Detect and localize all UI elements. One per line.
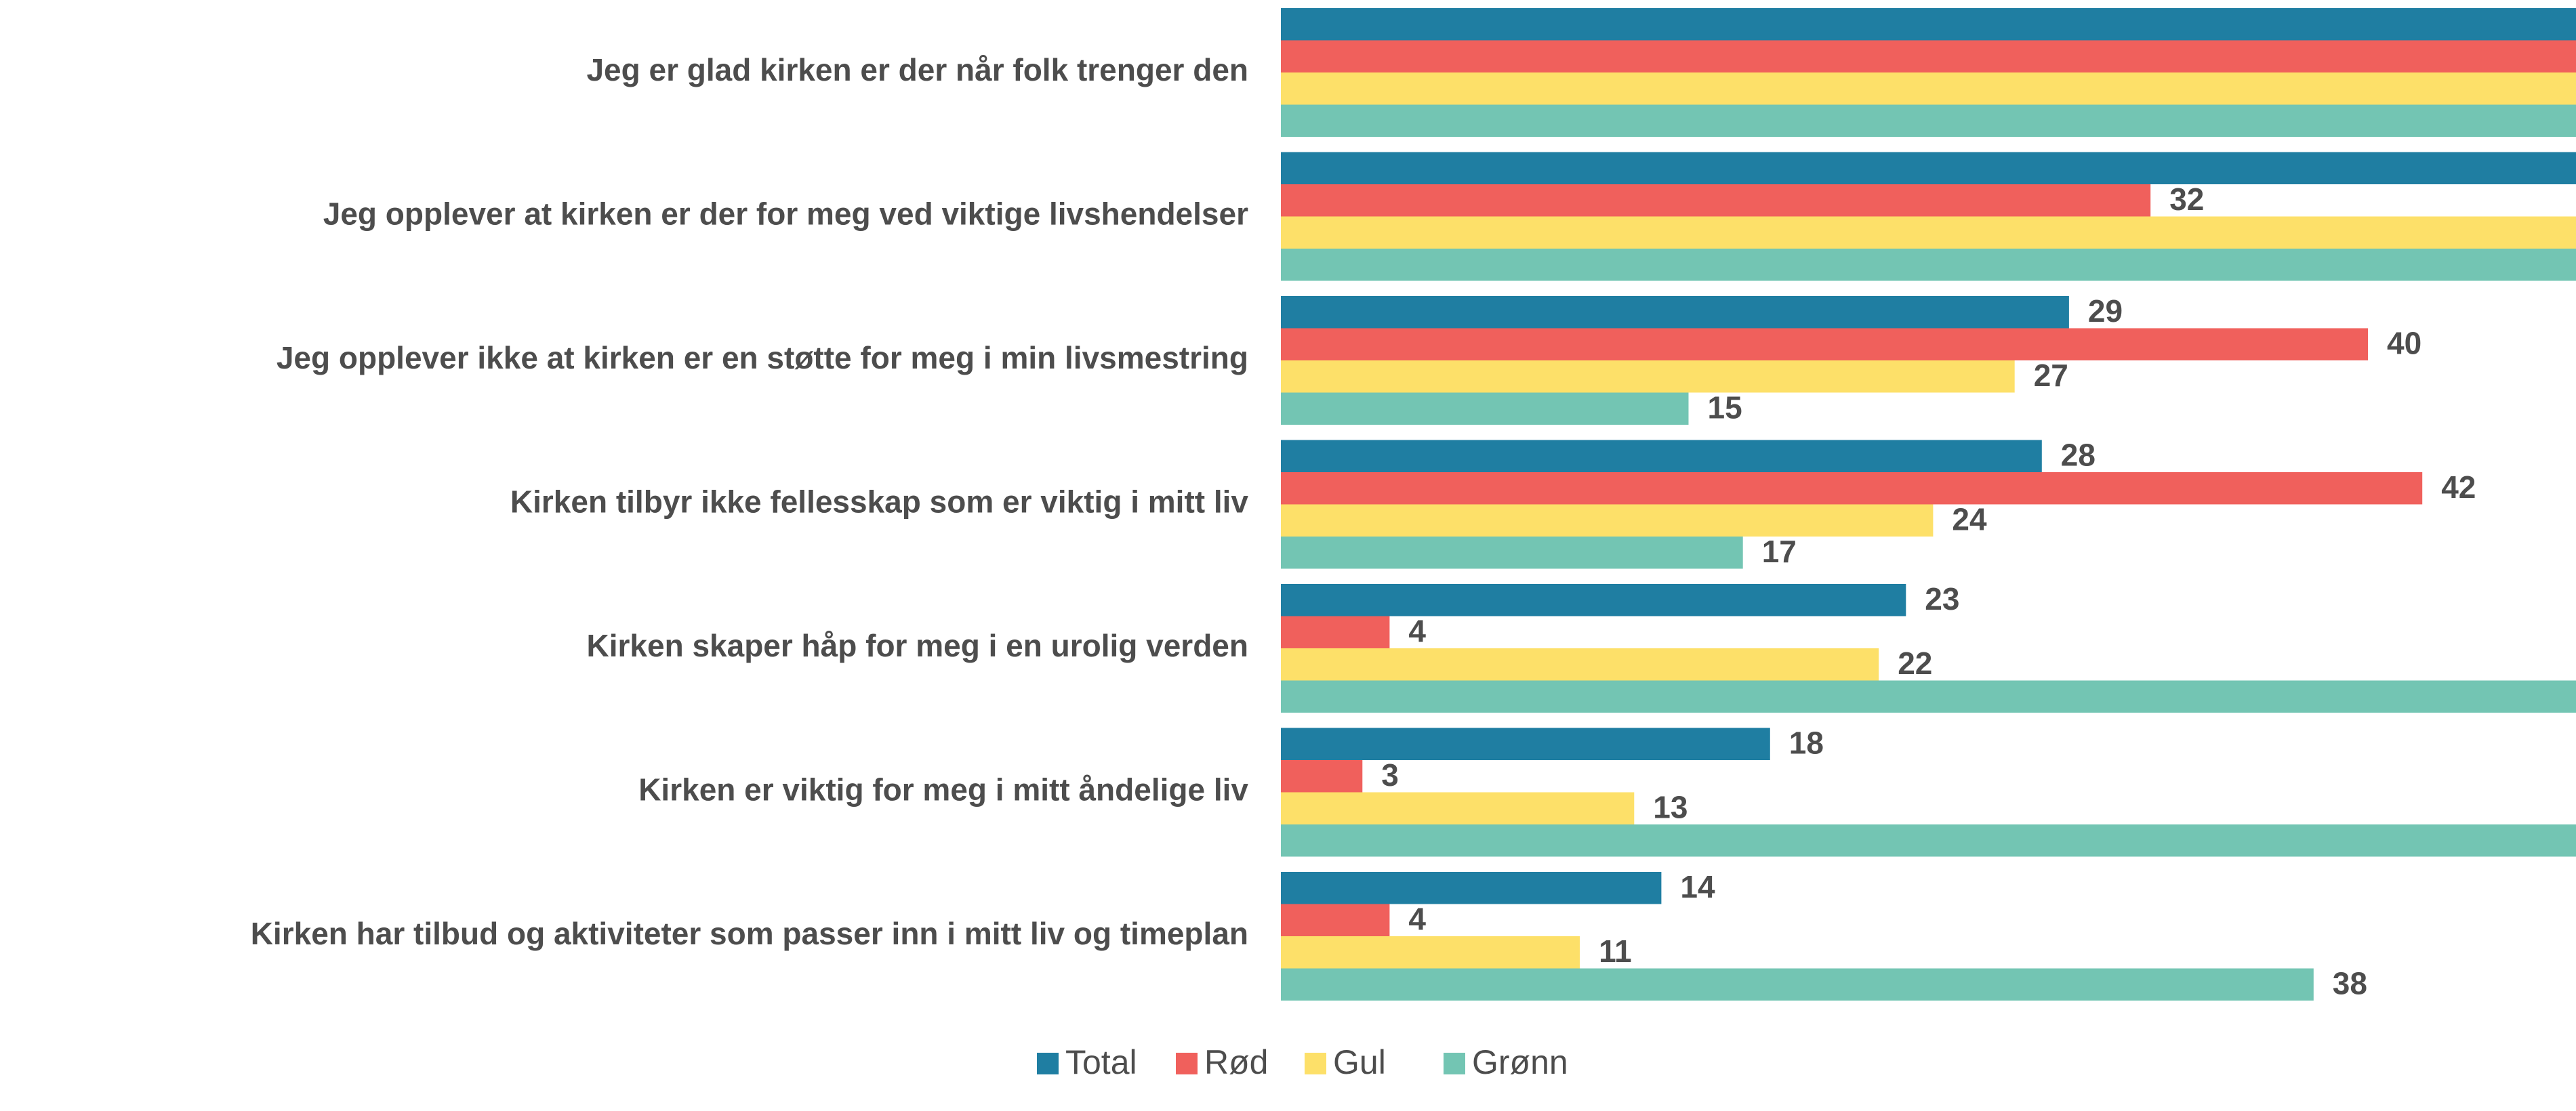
legend-label: Total [1065,1043,1137,1081]
category-label: Kirken har tilbud og aktiviteter som pas… [251,916,1248,951]
category-label: Kirken tilbyr ikke fellesskap som er vik… [510,484,1249,520]
data-label: 38 [2333,965,2367,1001]
category-label: Kirken er viktig for meg i mitt åndelige… [638,772,1248,808]
legend-swatch-rød [1176,1053,1198,1074]
bar-total [1281,296,2069,329]
data-label: 15 [1708,390,1742,425]
bar-gul [1281,360,2015,393]
data-label: 3 [1381,757,1399,793]
data-label: 27 [2034,358,2068,393]
bar-gul [1281,72,2576,105]
bar-total [1281,728,1770,760]
bar-gul [1281,792,1635,824]
bar-gul [1281,216,2576,249]
bar-grønn [1281,104,2576,137]
bar-rød [1281,904,1390,936]
bar-grønn [1281,680,2576,713]
bar-rød [1281,184,2151,217]
data-label: 17 [1762,534,1797,569]
legend-label: Grønn [1472,1043,1568,1081]
bar-total [1281,872,1662,904]
bar-gul [1281,648,1879,681]
legend-label: Gul [1333,1043,1386,1081]
bar-grønn [1281,824,2576,857]
bar-grønn [1281,537,1743,569]
data-label: 24 [1952,501,1987,537]
data-label: 13 [1653,789,1688,824]
bar-total [1281,8,2576,41]
category-label: Jeg opplever ikke at kirken er en støtte… [277,340,1248,375]
legend: Total Rød Gul Grønn [1037,1043,1568,1081]
legend-swatch-gul [1305,1053,1326,1074]
bar-total [1281,584,1906,616]
value-labels: 7967829253325782294027152842241723422591… [1381,182,2476,1001]
data-label: 11 [1599,934,1632,969]
bar-rød [1281,472,2423,505]
bar-rød [1281,760,1363,793]
data-label: 18 [1789,725,1824,760]
legend-label: Rød [1204,1043,1268,1081]
data-label: 14 [1680,869,1715,904]
category-labels: Jeg er glad kirken er der når folk treng… [251,52,1249,951]
bar-rød [1281,40,2576,72]
bar-gul [1281,936,1580,969]
bars [1281,8,2576,1001]
bar-rød [1281,616,1390,648]
bar-total [1281,440,2042,472]
data-label: 4 [1408,901,1426,936]
bar-gul [1281,504,1934,537]
bar-grønn [1281,968,2314,1001]
data-label: 22 [1898,646,1932,681]
data-label: 29 [2088,293,2123,329]
legend-swatch-grønn [1444,1053,1465,1074]
category-label: Jeg er glad kirken er der når folk treng… [586,52,1248,87]
legend-swatch-total [1037,1053,1059,1074]
data-label: 28 [2061,437,2095,472]
data-label: 42 [2441,469,2476,505]
bar-grønn [1281,392,1689,425]
bar-rød [1281,328,2368,360]
category-label: Jeg opplever at kirken er der for meg ve… [323,196,1248,232]
bar-total [1281,152,2576,184]
data-label: 4 [1408,613,1426,648]
data-label: 32 [2169,182,2204,217]
data-label: 23 [1925,581,1959,616]
data-label: 40 [2387,325,2421,360]
category-label: Kirken skaper håp for meg i en urolig ve… [587,628,1249,663]
bar-grønn [1281,249,2576,281]
